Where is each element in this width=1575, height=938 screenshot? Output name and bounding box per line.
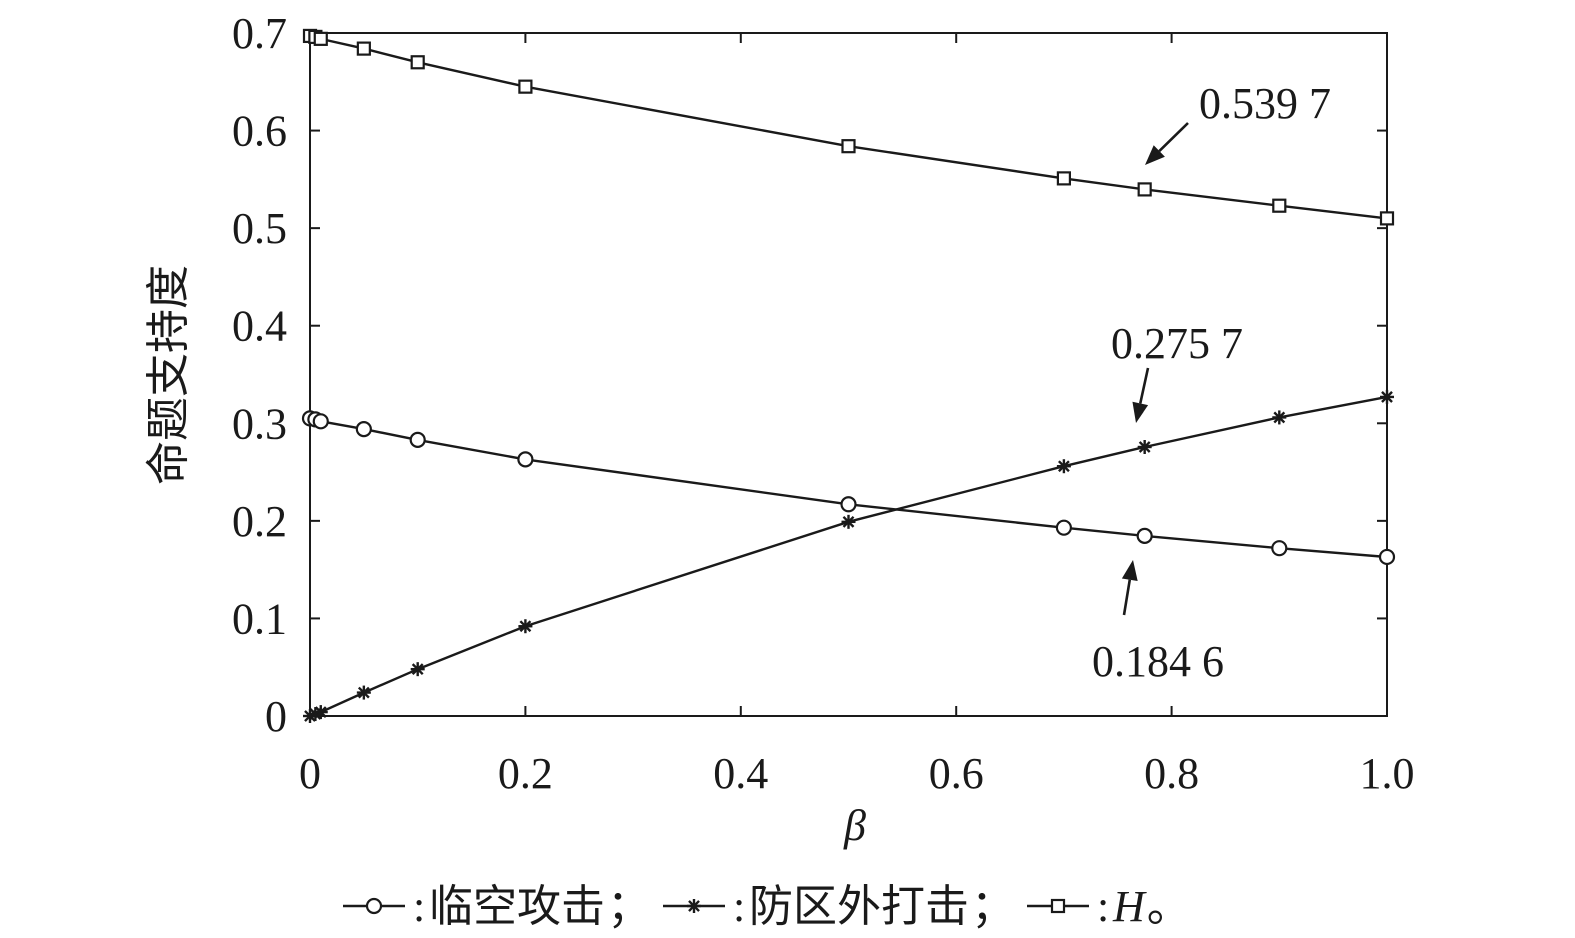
data-point (518, 619, 533, 634)
data-point (517, 451, 534, 468)
y-tick-label: 0.1 (232, 594, 287, 643)
plot-frame (309, 32, 1388, 717)
data-point (1380, 389, 1394, 404)
annotation-arrow (1121, 560, 1138, 616)
legend-punctuation: ； (607, 882, 651, 931)
x-tick-label: 0.6 (929, 749, 984, 798)
data-point (1271, 540, 1288, 557)
legend-item: : 临空攻击； (343, 882, 651, 931)
data-point (1056, 459, 1071, 474)
data-point (313, 31, 328, 46)
y-tick-label: 0.3 (232, 399, 287, 448)
data-point (1056, 171, 1072, 186)
data-point (355, 421, 372, 438)
data-point (1379, 211, 1395, 226)
data-point (841, 139, 856, 154)
data-point (313, 705, 328, 720)
annotation-arrow (1145, 122, 1189, 165)
x-axis-label: β (843, 801, 866, 850)
annotation-arrow (1132, 367, 1150, 423)
data-point (1055, 519, 1073, 536)
data-point (410, 55, 425, 70)
data-point (841, 514, 856, 529)
x-tick-label: 0.8 (1144, 749, 1199, 798)
x-tick-label: 0.4 (713, 749, 768, 798)
x-axis: 0 0.2 0.4 0.6 0.8 1.0 (299, 33, 1415, 798)
data-point (356, 41, 371, 56)
legend-label: 临空攻击 (429, 882, 605, 931)
legend-punctuation: ； (971, 882, 1015, 931)
series-line (309, 395, 1388, 718)
y-tick-label: 0.4 (232, 302, 287, 351)
data-point (409, 431, 426, 448)
legend-colon: : (733, 882, 745, 931)
legend-marker (365, 897, 383, 915)
data-point (1272, 410, 1287, 425)
annotations: 0.539 7 0.275 7 0.184 6 (1092, 79, 1331, 686)
legend-marker (1050, 898, 1066, 914)
series-layer (301, 28, 1396, 723)
data-point (1378, 548, 1396, 566)
data-point (1137, 439, 1152, 454)
series-line (309, 417, 1388, 559)
data-point (840, 496, 857, 513)
legend-label: 防区外打击 (749, 882, 969, 931)
legend-item: : 防区外打击； (663, 882, 1015, 931)
annotation-label: 0.539 7 (1199, 79, 1331, 128)
legend-colon: : (1097, 882, 1109, 931)
series-1 (301, 410, 1396, 566)
data-point (356, 685, 371, 700)
data-point (312, 413, 329, 430)
y-tick-label: 0.2 (232, 497, 287, 546)
x-tick-label: 0.2 (498, 749, 553, 798)
data-point (1136, 527, 1153, 544)
legend-punctuation: 。 (1147, 882, 1191, 931)
legend-marker (687, 899, 701, 913)
y-tick-label: 0.7 (232, 9, 287, 58)
data-point (1272, 198, 1287, 213)
y-tick-label: 0.6 (232, 107, 287, 156)
data-point (518, 79, 533, 94)
legend: : 临空攻击；: 防区外打击；: H。 (343, 882, 1191, 931)
annotation-label: 0.184 6 (1092, 637, 1224, 686)
legend-colon: : (413, 882, 425, 931)
legend-item: : H。 (1027, 882, 1191, 931)
y-axis-label: 命题支持度 (144, 265, 193, 485)
y-tick-label: 0 (265, 692, 287, 741)
data-point (1137, 182, 1152, 197)
series-2 (303, 389, 1394, 723)
annotation-label: 0.275 7 (1111, 319, 1243, 368)
series-3 (302, 28, 1395, 226)
x-tick-label: 1.0 (1360, 749, 1415, 798)
legend-label: H (1112, 882, 1147, 931)
y-tick-label: 0.5 (232, 204, 287, 253)
y-axis: 0 0.1 0.2 0.3 0.4 0.5 0.6 0.7 (232, 9, 1387, 741)
data-point (410, 662, 425, 677)
x-tick-label: 0 (299, 749, 321, 798)
